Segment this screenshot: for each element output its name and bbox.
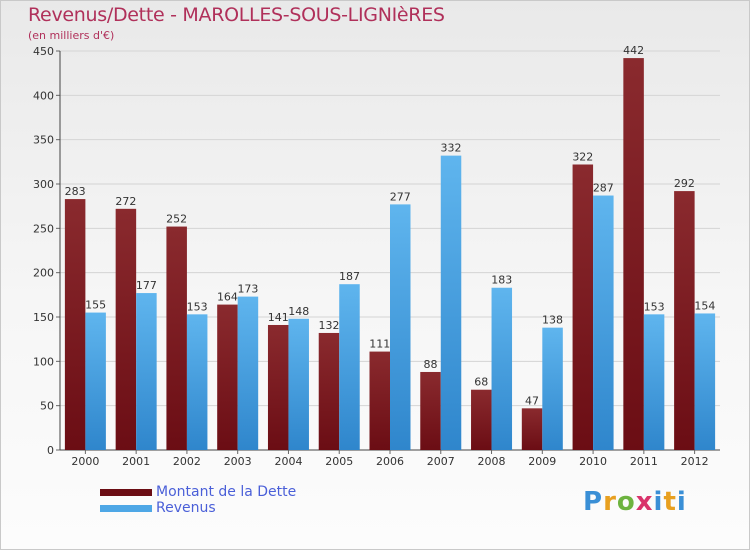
data-label: 153: [644, 300, 665, 313]
legend-item-dette: Montant de la Dette: [100, 484, 400, 502]
data-label: 283: [65, 185, 86, 198]
bar-dette: [166, 226, 187, 450]
data-label: 154: [694, 299, 715, 312]
data-label: 292: [674, 177, 695, 190]
logo-letter: i: [653, 487, 664, 517]
x-tick-label: 2010: [579, 455, 607, 468]
legend-swatch-revenus: [100, 505, 152, 512]
data-label: 111: [369, 338, 390, 351]
data-label: 177: [136, 279, 157, 292]
logo-letter: t: [663, 487, 677, 517]
x-tick-label: 2002: [173, 455, 201, 468]
bar-revenus: [390, 204, 411, 450]
bar-dette: [623, 58, 644, 451]
bar-dette: [471, 389, 492, 450]
chart-subtitle: (en milliers d'€): [28, 29, 115, 42]
data-label: 155: [85, 299, 106, 312]
y-tick-label: 450: [33, 45, 54, 58]
data-label: 187: [339, 270, 360, 283]
bar-revenus: [136, 293, 157, 450]
data-label: 153: [187, 300, 208, 313]
x-tick-label: 2006: [376, 455, 404, 468]
x-tick-label: 2004: [274, 455, 302, 468]
bar-revenus: [186, 314, 208, 450]
x-tick-label: 2003: [224, 455, 252, 468]
bar-revenus: [694, 313, 716, 450]
data-label: 141: [268, 311, 289, 324]
bar-dette: [64, 199, 86, 450]
data-label: 47: [525, 394, 539, 407]
data-label: 68: [474, 376, 488, 389]
data-label: 322: [572, 150, 593, 163]
data-label: 132: [318, 319, 339, 332]
bar-dette: [674, 191, 695, 451]
bar-revenus: [643, 314, 665, 450]
x-tick-label: 2000: [71, 455, 99, 468]
data-label: 138: [542, 314, 563, 327]
data-label: 173: [237, 283, 258, 296]
x-tick-label: 2007: [427, 455, 455, 468]
y-tick-label: 400: [33, 89, 54, 102]
bar-revenus: [440, 155, 462, 451]
bar-dette: [521, 408, 543, 450]
bar-dette: [318, 332, 340, 450]
y-tick-label: 300: [33, 178, 54, 191]
bar-revenus: [593, 195, 614, 450]
bar-dette: [115, 208, 137, 450]
y-tick-label: 250: [33, 222, 54, 235]
logo-letter: r: [603, 487, 617, 517]
data-label: 287: [593, 182, 614, 195]
bar-dette: [267, 324, 289, 450]
bar-revenus: [85, 312, 106, 450]
y-tick-label: 200: [33, 267, 54, 280]
bar-revenus: [288, 318, 309, 450]
bar-revenus: [237, 296, 259, 450]
bar-dette: [369, 351, 390, 450]
data-label: 252: [166, 213, 187, 226]
y-tick-label: 0: [47, 444, 54, 457]
legend-item-revenus: Revenus: [100, 500, 400, 518]
bar-dette: [572, 164, 594, 450]
logo-letter: o: [616, 487, 636, 517]
bar-revenus: [339, 284, 360, 450]
logo-letter: i: [676, 487, 687, 517]
y-tick-label: 350: [33, 134, 54, 147]
data-label: 442: [623, 44, 644, 57]
legend-label-dette: Montant de la Dette: [156, 484, 297, 500]
data-label: 277: [390, 190, 411, 203]
data-label: 88: [424, 358, 438, 371]
y-tick-label: 150: [33, 311, 54, 324]
bar-revenus: [491, 287, 513, 450]
data-label: 164: [217, 291, 238, 304]
y-tick-label: 50: [40, 400, 54, 413]
legend-label-revenus: Revenus: [156, 500, 216, 516]
chart-title: Revenus/Dette - MAROLLES-SOUS-LIGNIèRES: [28, 4, 445, 26]
bar-revenus: [542, 327, 563, 450]
proxiti-logo: Proxiti: [583, 487, 687, 517]
x-tick-label: 2009: [528, 455, 556, 468]
bar-dette: [217, 304, 238, 450]
x-tick-label: 2011: [630, 455, 658, 468]
chart-legend: Montant de la Dette Revenus: [100, 484, 400, 518]
bar-dette: [420, 371, 441, 450]
data-label: 183: [491, 274, 512, 287]
x-tick-label: 2005: [325, 455, 353, 468]
data-label: 148: [288, 305, 309, 318]
data-label: 332: [441, 142, 462, 155]
x-tick-label: 2001: [122, 455, 150, 468]
x-tick-label: 2012: [681, 455, 709, 468]
data-label: 272: [115, 195, 136, 208]
logo-letter: x: [635, 487, 654, 517]
x-tick-label: 2008: [478, 455, 506, 468]
y-tick-label: 100: [33, 355, 54, 368]
legend-swatch-dette: [100, 489, 152, 496]
logo-letter: P: [583, 487, 604, 517]
